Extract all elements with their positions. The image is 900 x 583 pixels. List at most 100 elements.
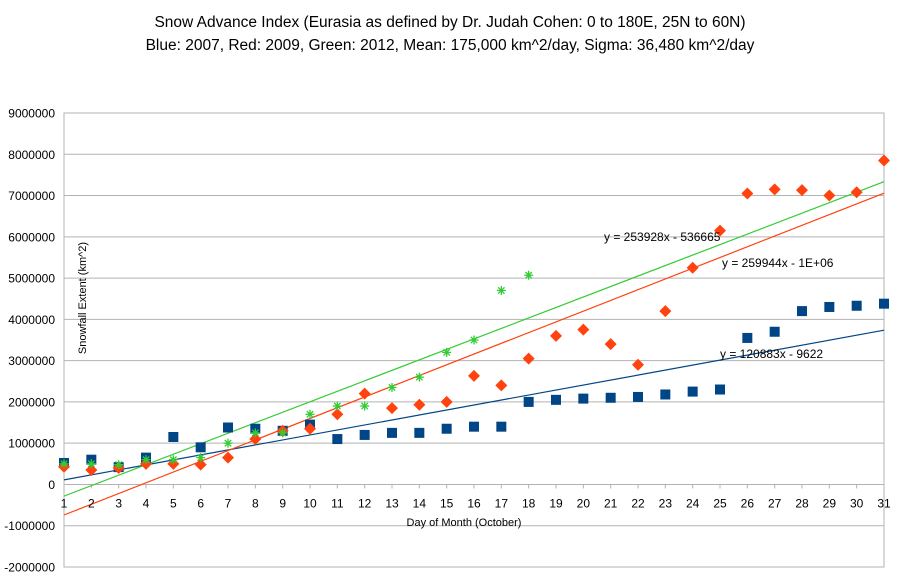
point-2007	[851, 300, 862, 311]
point-2012	[86, 459, 96, 469]
point-2007	[523, 396, 534, 407]
point-2009	[823, 189, 836, 202]
x-tick-label: 29	[823, 496, 837, 510]
point-2009	[796, 184, 808, 197]
point-2007	[742, 332, 753, 343]
x-tick-label: 16	[467, 496, 481, 510]
grid	[63, 112, 885, 568]
point-2009	[495, 379, 508, 392]
point-2009	[331, 408, 344, 421]
point-2012	[524, 270, 534, 280]
y-tick-label: 1000000	[8, 437, 55, 451]
point-2012	[114, 460, 124, 470]
point-2009	[468, 369, 480, 382]
point-2009	[440, 395, 453, 408]
x-tick-label: 9	[279, 496, 286, 510]
point-2012	[496, 285, 506, 295]
point-2007	[769, 326, 780, 337]
x-tick-label: 10	[303, 496, 317, 510]
point-2007	[195, 442, 206, 453]
point-2009	[386, 402, 398, 415]
point-2012	[196, 453, 206, 463]
x-tick-label: 4	[143, 496, 150, 510]
point-2007	[168, 431, 179, 442]
point-2007	[469, 421, 479, 432]
x-tick-label: 25	[713, 496, 727, 510]
point-2009	[304, 422, 316, 435]
x-tick-label: 23	[659, 496, 673, 510]
point-2012	[168, 455, 178, 465]
labels: -2000000 -1000000 0 1000000 2000000 3000000 40…	[4, 107, 891, 575]
point-2007	[605, 392, 616, 403]
point-2007	[441, 423, 452, 434]
y-tick-label: 2000000	[8, 395, 55, 409]
x-tick-label: 15	[440, 496, 454, 510]
point-2009	[522, 352, 535, 365]
y-tick-label: -2000000	[4, 561, 55, 575]
x-tick-label: 12	[358, 496, 372, 510]
x-tick-label: 26	[741, 496, 755, 510]
x-tick-label: 17	[495, 496, 509, 510]
point-2012	[469, 335, 479, 345]
point-2007	[223, 422, 233, 433]
x-tick-label: 13	[385, 496, 399, 510]
point-2007	[578, 393, 589, 404]
x-tick-label: 1	[61, 496, 68, 510]
point-2009	[878, 154, 890, 167]
x-tick-label: 22	[631, 496, 645, 510]
point-2012	[414, 372, 424, 382]
chart-subtitle: Blue: 2007, Red: 2009, Green: 2012, Mean…	[145, 37, 755, 54]
point-2009	[714, 224, 726, 237]
x-tick-label: 18	[522, 496, 536, 510]
y-tick-label: 7000000	[8, 189, 55, 203]
data-points	[58, 154, 890, 477]
point-2012	[387, 382, 397, 392]
x-tick-label: 14	[413, 496, 427, 510]
y-tick-label: 8000000	[8, 148, 55, 162]
point-2009	[659, 305, 672, 318]
x-tick-label: 8	[252, 496, 259, 510]
point-2007	[359, 429, 370, 440]
point-2009	[413, 398, 426, 411]
y-tick-label: -1000000	[4, 519, 55, 533]
y-axis-label: Snowfall Extent (km^2)	[77, 242, 89, 354]
y-tick-label: 9000000	[8, 107, 55, 121]
point-2012	[332, 401, 342, 411]
point-2009	[604, 338, 617, 351]
point-2007	[332, 434, 343, 445]
y-tick-label: 4000000	[8, 313, 55, 327]
x-tick-label: 2	[88, 496, 95, 510]
point-2007	[715, 384, 725, 395]
point-2009	[358, 387, 371, 400]
point-2007	[687, 386, 698, 397]
point-2012	[278, 428, 288, 438]
x-tick-label: 19	[549, 496, 563, 510]
point-2009	[194, 458, 207, 471]
point-2007	[496, 421, 507, 432]
point-2012	[305, 409, 315, 419]
point-2009	[741, 187, 754, 200]
point-2007	[660, 389, 671, 400]
point-2007	[879, 298, 889, 309]
point-2007	[414, 427, 425, 438]
point-2009	[577, 323, 590, 336]
point-2009	[632, 358, 644, 371]
point-2007	[387, 427, 397, 438]
point-2007	[824, 301, 835, 312]
trendline-label-2012: y = 253928x - 536665	[604, 230, 721, 244]
x-tick-label: 6	[197, 496, 204, 510]
x-tick-label: 27	[768, 496, 782, 510]
point-2009	[222, 451, 234, 464]
x-tick-label: 20	[577, 496, 591, 510]
point-2007	[551, 394, 561, 405]
y-tick-label: 6000000	[8, 230, 55, 244]
point-2012	[250, 428, 260, 438]
point-2012	[442, 347, 452, 357]
point-2009	[686, 261, 699, 274]
axes	[63, 483, 885, 489]
chart-title: Snow Advance Index (Eurasia as defined b…	[154, 14, 746, 31]
point-2012	[223, 438, 233, 448]
point-2007	[797, 306, 807, 317]
point-2009	[550, 329, 562, 342]
